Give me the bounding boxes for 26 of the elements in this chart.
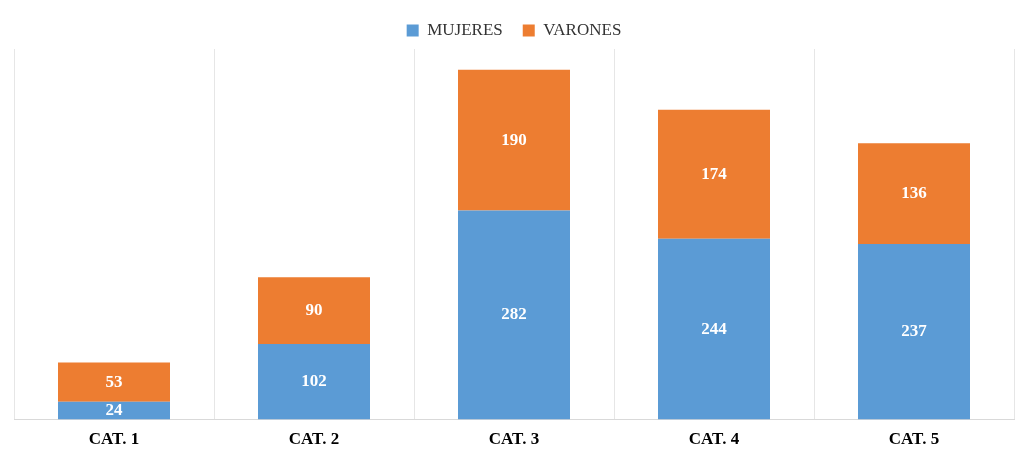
bar bbox=[858, 143, 970, 244]
data-label: 237 bbox=[901, 321, 928, 341]
bar bbox=[658, 109, 770, 239]
x-tick-label: CAT. 3 bbox=[488, 429, 540, 449]
x-tick-label: CAT. 4 bbox=[688, 429, 740, 449]
x-tick-label: CAT. 2 bbox=[288, 429, 340, 449]
bar bbox=[258, 344, 370, 420]
bar bbox=[858, 243, 970, 420]
bar bbox=[58, 362, 170, 402]
legend-label: MUJERES bbox=[427, 19, 503, 39]
data-label: 90 bbox=[305, 300, 323, 320]
data-label: 102 bbox=[301, 371, 327, 391]
data-label: 24 bbox=[105, 400, 123, 420]
data-label: 244 bbox=[701, 318, 728, 338]
data-label: 136 bbox=[901, 182, 927, 202]
data-label: 174 bbox=[701, 163, 728, 183]
bar bbox=[458, 69, 570, 211]
bar bbox=[458, 210, 570, 420]
data-label: 53 bbox=[105, 371, 123, 391]
bar bbox=[658, 238, 770, 420]
data-label: 282 bbox=[501, 304, 527, 324]
x-tick-label: CAT. 5 bbox=[888, 429, 940, 449]
x-tick-label: CAT. 1 bbox=[88, 429, 140, 449]
legend-label: VARONES bbox=[543, 19, 622, 39]
data-label: 190 bbox=[501, 129, 527, 149]
bar bbox=[258, 277, 370, 344]
